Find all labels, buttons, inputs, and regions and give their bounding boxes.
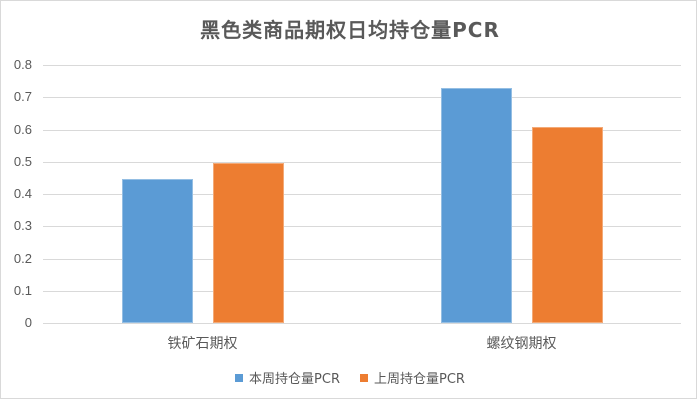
y-tick-label: 0.5 — [13, 153, 32, 169]
bar — [121, 178, 193, 323]
gridline — [43, 258, 681, 260]
bar — [440, 87, 512, 323]
bar — [212, 163, 284, 323]
legend-label-this-week: 本周持仓量PCR — [249, 372, 340, 387]
chart-title: 黑色类商品期权日均持仓量PCR — [200, 18, 500, 42]
gridline — [43, 290, 681, 292]
y-tick-label: 0.7 — [13, 89, 32, 105]
gridline — [43, 97, 681, 99]
gridline — [43, 161, 681, 163]
y-tick-label: 0.3 — [13, 218, 32, 234]
plot-area — [43, 65, 681, 324]
gridline — [43, 129, 681, 131]
gridline — [43, 194, 681, 195]
y-tick-label: 0 — [24, 315, 32, 330]
y-tick-label: 0.8 — [13, 57, 32, 72]
legend-swatch-last-week — [360, 373, 368, 382]
gridline — [43, 226, 681, 228]
legend-label-last-week: 上周持仓量PCR — [374, 372, 465, 387]
x-category-label: 螺纹钢期权 — [486, 336, 557, 352]
gridline — [43, 65, 681, 66]
legend-swatch-this-week — [235, 373, 244, 382]
legend-item-last-week: 上周持仓量PCR — [360, 368, 465, 387]
y-tick-label: 0.1 — [13, 282, 32, 298]
gridline — [43, 323, 681, 324]
y-tick-label: 0.4 — [13, 186, 32, 201]
y-tick-label: 0.2 — [13, 250, 32, 266]
x-category-label: 铁矿石期权 — [167, 336, 238, 352]
y-tick-label: 0.6 — [13, 121, 32, 137]
legend: 本周持仓量PCR 上周持仓量PCR — [0, 368, 700, 387]
bar — [531, 127, 603, 323]
legend-item-this-week: 本周持仓量PCR — [235, 368, 340, 387]
